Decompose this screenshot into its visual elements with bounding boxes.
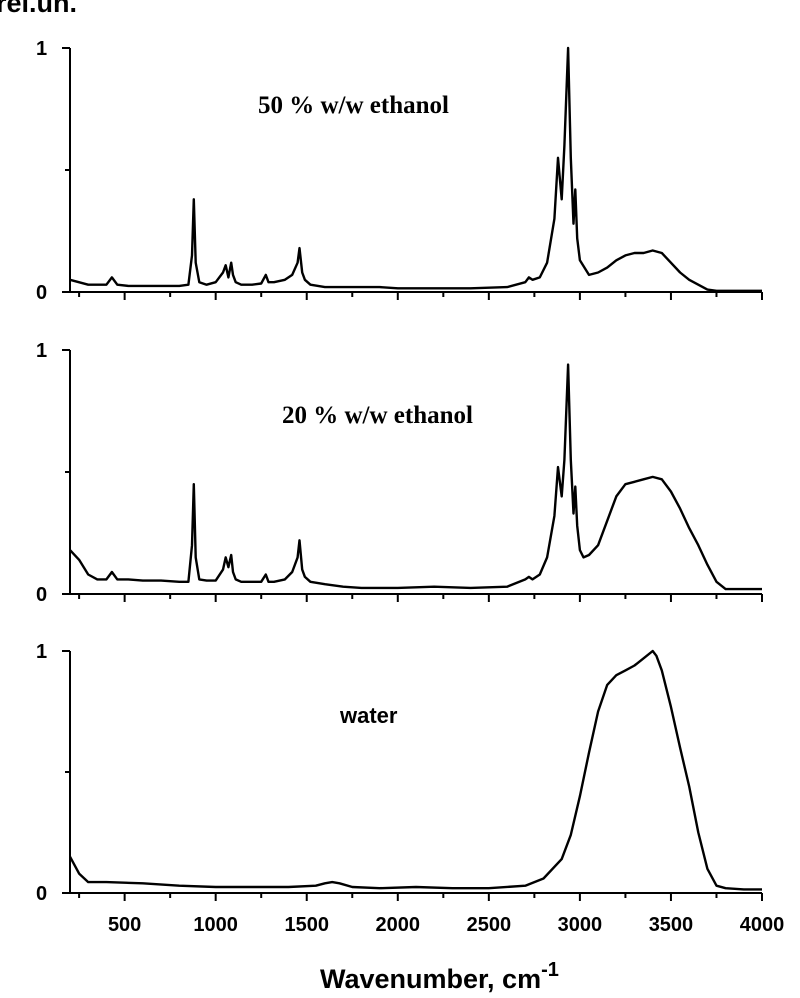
x-tick-label: 3000 (558, 914, 603, 936)
y-tick-label: 1 (36, 340, 47, 362)
y-tick-label: 1 (36, 38, 47, 60)
x-tick-label: 500 (108, 914, 141, 936)
x-tick-label: 2000 (376, 914, 421, 936)
x-tick-label: 1000 (193, 914, 238, 936)
x-axis-exponent: -1 (541, 959, 559, 981)
x-tick-label: 4000 (740, 914, 785, 936)
y-tick-label: 0 (36, 584, 47, 606)
x-tick-label: 1500 (284, 914, 329, 936)
y-tick-label: 0 (36, 282, 47, 304)
x-axis-title-text: Wavenumber, cm (320, 964, 541, 994)
panel-2-plot: 01 (36, 340, 763, 606)
spectrum-line (69, 46, 762, 292)
panel-1-plot: 01 (36, 38, 763, 304)
x-tick-label: 2500 (467, 914, 512, 936)
x-tick-labels: 500 1000 1500 2000 2500 3000 3500 4000 (108, 914, 784, 936)
panel-2: 01 20 % w/w ethanol (36, 340, 763, 606)
spectrum-line (69, 363, 762, 591)
panel-3-plot: 01 (36, 641, 763, 905)
y-unit-label: rel.un. (0, 0, 77, 18)
panel-1-label: 50 % w/w ethanol (258, 92, 449, 119)
x-tick-label: 3500 (649, 914, 694, 936)
spectrum-line (68, 649, 762, 891)
panel-1: 01 50 % w/w ethanol (36, 38, 763, 304)
y-tick-label: 0 (36, 883, 47, 905)
panel-3: 01 water (36, 641, 763, 905)
panel-3-label: water (339, 703, 398, 728)
y-tick-label: 1 (36, 641, 47, 663)
panel-2-label: 20 % w/w ethanol (282, 402, 473, 429)
x-axis-title: Wavenumber, cm-1 (320, 959, 559, 994)
